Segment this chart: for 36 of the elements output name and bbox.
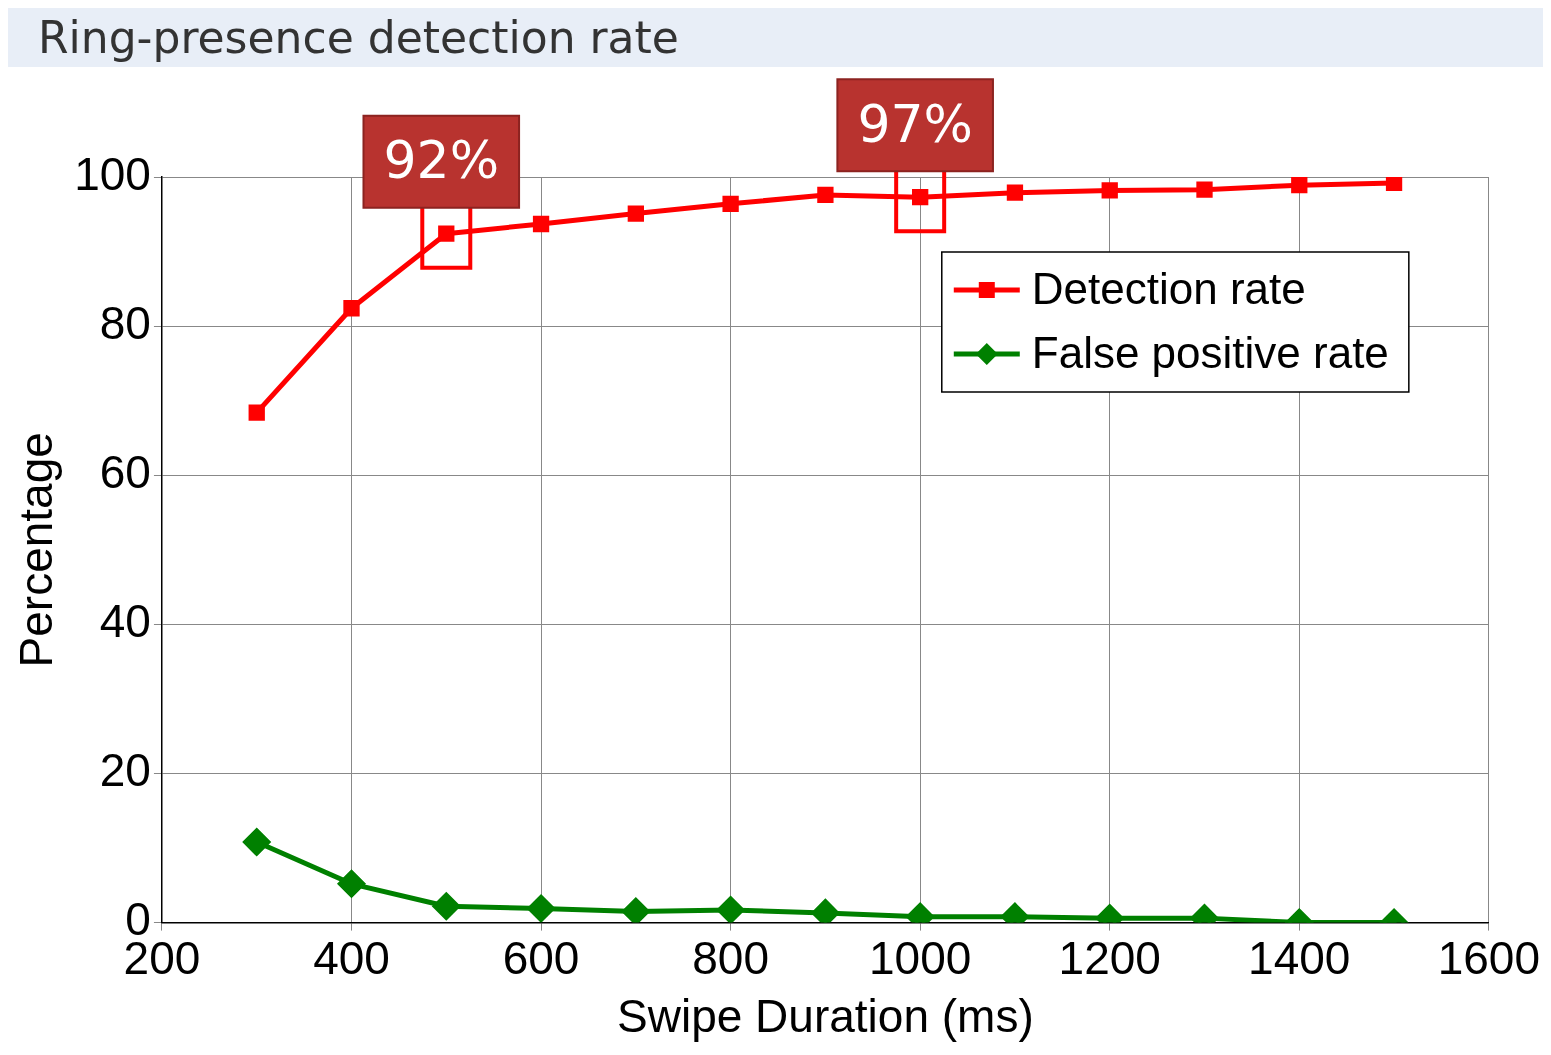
point <box>1006 184 1024 201</box>
y-tick-label: 100 <box>74 147 151 200</box>
point <box>1101 182 1118 199</box>
point <box>243 828 271 856</box>
point <box>627 205 644 222</box>
point <box>1385 177 1403 192</box>
legend-label: False positive rate <box>1031 328 1389 378</box>
point <box>248 404 265 421</box>
annotation: 97% <box>857 93 973 154</box>
y-tick-label: 80 <box>99 296 151 349</box>
x-axis-title: Swipe Duration (ms) <box>617 990 1034 1043</box>
point <box>432 892 460 920</box>
y-tick-label: 20 <box>99 744 151 797</box>
y-tick-label: 60 <box>99 445 151 498</box>
point <box>1291 177 1308 194</box>
point <box>1196 181 1213 198</box>
point <box>338 870 365 898</box>
x-tick-label: 600 <box>502 931 580 984</box>
y-tick-label: 40 <box>99 595 151 648</box>
x-tick-label: 1400 <box>1248 931 1351 984</box>
point <box>527 894 555 922</box>
point <box>532 215 550 233</box>
chart-title: Ring-presence detection rate <box>8 8 1543 67</box>
annotation: 92% <box>383 130 500 191</box>
point <box>622 897 650 923</box>
legend-label: Detection rate <box>1031 264 1306 314</box>
x-tick-label: 1000 <box>869 931 972 984</box>
x-tick-label: 800 <box>692 931 769 984</box>
x-tick-label: 1600 <box>1437 931 1541 984</box>
point <box>343 300 360 317</box>
x-tick-label: 400 <box>313 931 390 984</box>
y-axis-title: Percentage <box>10 432 63 668</box>
x-tick-label: 1200 <box>1058 931 1161 984</box>
point <box>817 186 834 204</box>
point <box>717 896 745 923</box>
point <box>722 195 739 212</box>
